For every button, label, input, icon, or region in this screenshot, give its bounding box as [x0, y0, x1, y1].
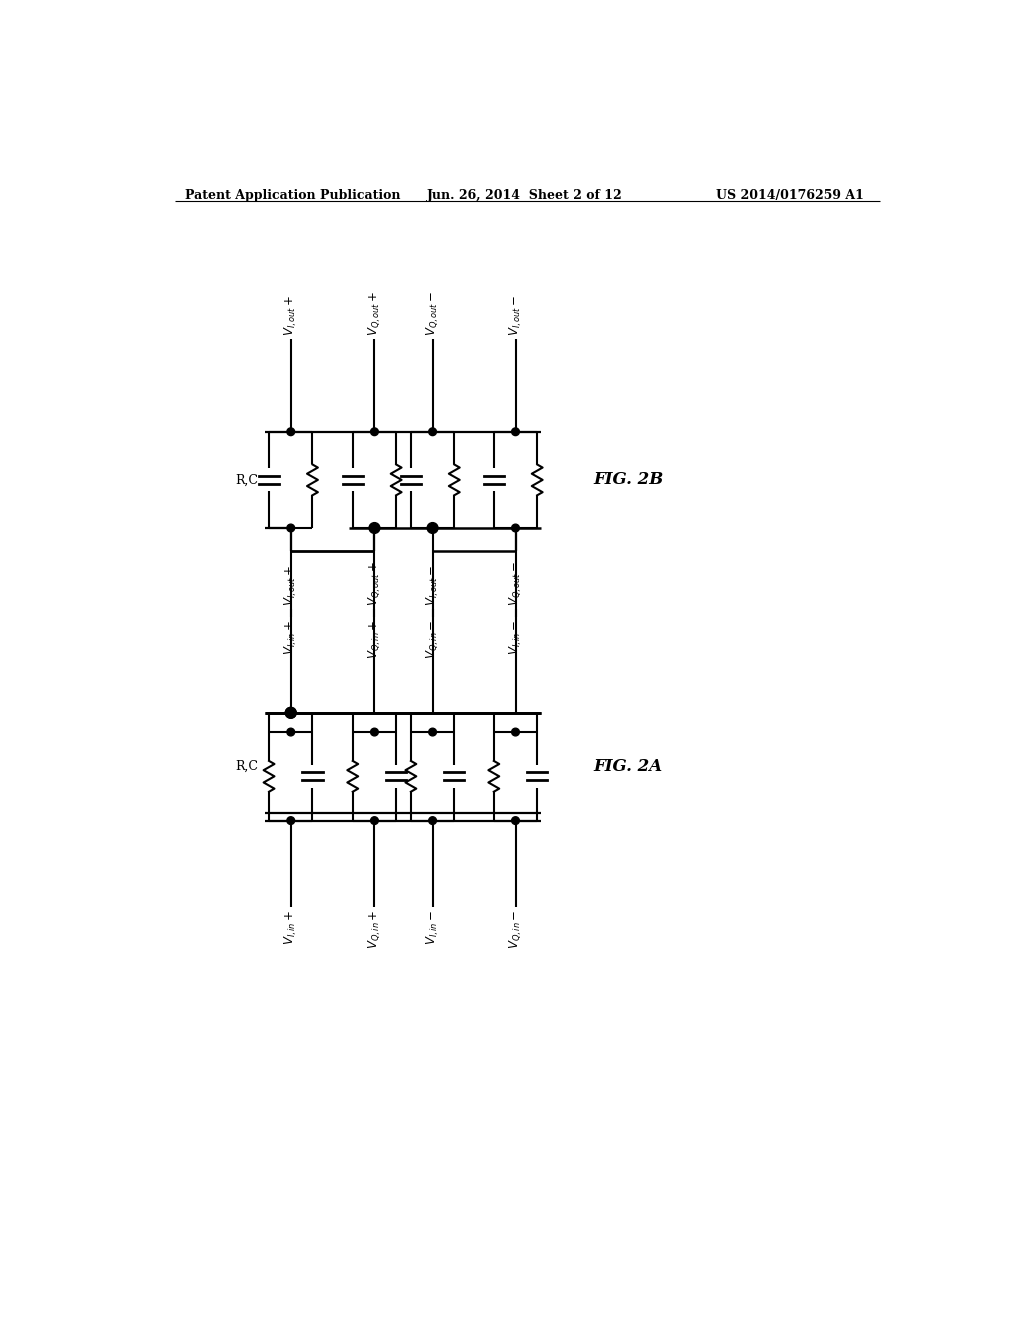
Text: R,C: R,C [236, 760, 258, 774]
Text: $V_{Q,out}-$: $V_{Q,out}-$ [425, 290, 440, 337]
Circle shape [287, 817, 295, 825]
Circle shape [512, 817, 519, 825]
Circle shape [286, 708, 296, 718]
Text: FIG. 2B: FIG. 2B [593, 471, 664, 488]
Circle shape [429, 817, 436, 825]
Text: $V_{I,out}+$: $V_{I,out}+$ [283, 565, 299, 606]
Text: R,C: R,C [236, 474, 258, 486]
Circle shape [286, 708, 296, 718]
Circle shape [369, 523, 380, 533]
Text: Jun. 26, 2014  Sheet 2 of 12: Jun. 26, 2014 Sheet 2 of 12 [427, 189, 623, 202]
Text: $V_{I,in}+$: $V_{I,in}+$ [283, 619, 299, 655]
Text: $V_{I,out}-$: $V_{I,out}-$ [507, 294, 523, 337]
Text: $V_{Q,out}-$: $V_{Q,out}-$ [508, 560, 523, 606]
Circle shape [427, 523, 438, 533]
Circle shape [429, 729, 436, 737]
Circle shape [512, 729, 519, 737]
Text: US 2014/0176259 A1: US 2014/0176259 A1 [717, 189, 864, 202]
Circle shape [287, 524, 295, 532]
Circle shape [512, 428, 519, 436]
Circle shape [287, 729, 295, 737]
Text: $V_{Q,out}+$: $V_{Q,out}+$ [367, 560, 382, 606]
Text: $V_{I,in}+$: $V_{I,in}+$ [283, 909, 299, 945]
Text: Patent Application Publication: Patent Application Publication [184, 189, 400, 202]
Circle shape [371, 428, 378, 436]
Text: $V_{Q,in}-$: $V_{Q,in}-$ [508, 909, 523, 949]
Text: $V_{I,out}-$: $V_{I,out}-$ [424, 565, 440, 606]
Circle shape [287, 428, 295, 436]
Text: $V_{I,in}-$: $V_{I,in}-$ [424, 909, 440, 945]
Text: $V_{Q,in}+$: $V_{Q,in}+$ [367, 909, 382, 949]
Text: $V_{Q,out}+$: $V_{Q,out}+$ [367, 290, 382, 337]
Text: $V_{Q,in}+$: $V_{Q,in}+$ [367, 619, 382, 659]
Text: FIG. 2A: FIG. 2A [593, 758, 663, 775]
Text: $V_{Q,in}-$: $V_{Q,in}-$ [425, 619, 440, 659]
Circle shape [512, 524, 519, 532]
Circle shape [371, 729, 378, 737]
Circle shape [371, 817, 378, 825]
Text: $V_{I,in}-$: $V_{I,in}-$ [507, 619, 523, 655]
Text: $V_{I,out}+$: $V_{I,out}+$ [283, 294, 299, 337]
Circle shape [429, 428, 436, 436]
